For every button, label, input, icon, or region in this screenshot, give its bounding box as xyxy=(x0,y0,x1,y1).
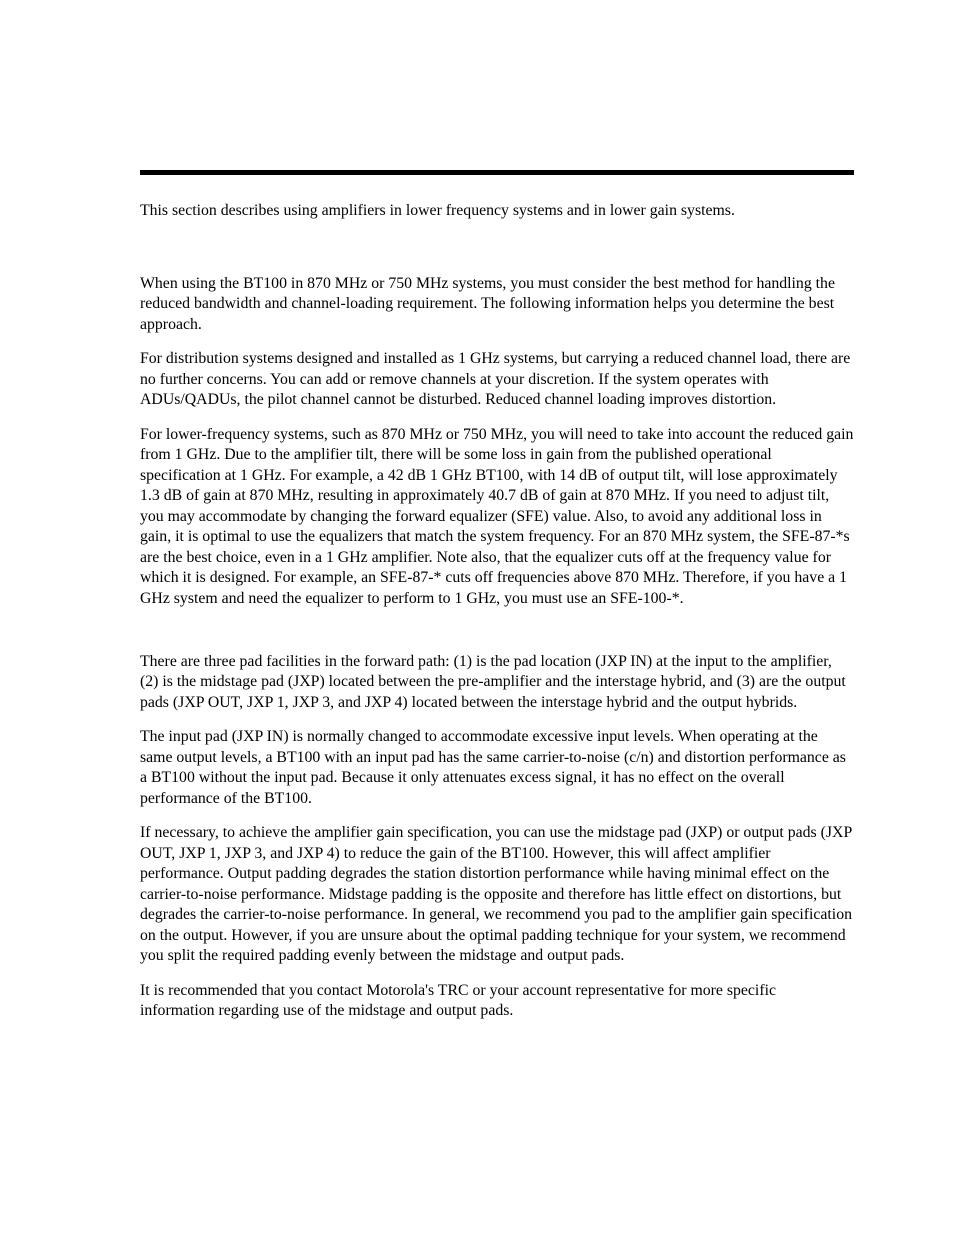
body-paragraph: When using the BT100 in 870 MHz or 750 M… xyxy=(140,274,854,336)
document-page: This section describes using amplifiers … xyxy=(0,0,954,1235)
section-spacer xyxy=(140,236,854,274)
body-paragraph: For lower-frequency systems, such as 870… xyxy=(140,425,854,610)
body-paragraph: The input pad (JXP IN) is normally chang… xyxy=(140,727,854,809)
body-paragraph: It is recommended that you contact Motor… xyxy=(140,981,854,1022)
intro-paragraph: This section describes using amplifiers … xyxy=(140,201,854,222)
body-paragraph: For distribution systems designed and in… xyxy=(140,349,854,411)
body-paragraph: If necessary, to achieve the amplifier g… xyxy=(140,823,854,967)
section-spacer xyxy=(140,624,854,652)
section-rule xyxy=(140,170,854,175)
body-paragraph: There are three pad facilities in the fo… xyxy=(140,652,854,714)
